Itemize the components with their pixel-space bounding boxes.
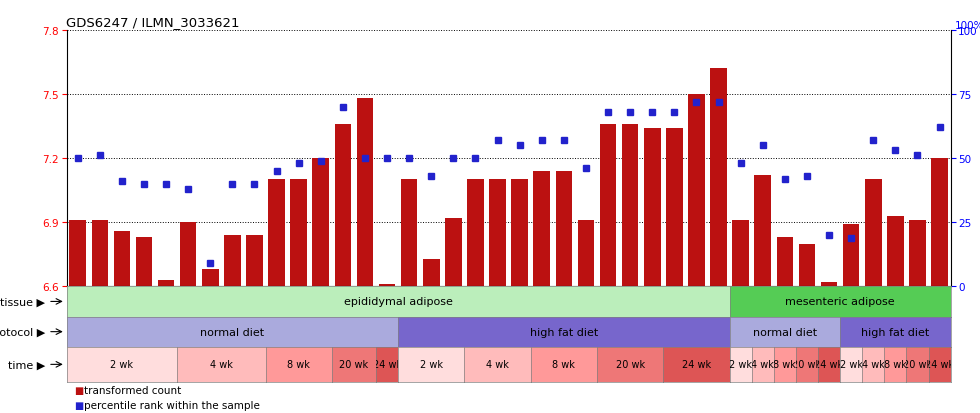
Bar (931, 159, 948, 287)
Bar (70, 221, 86, 287)
Text: 2 wk: 2 wk (111, 359, 133, 370)
Text: protocol ▶: protocol ▶ (0, 327, 45, 337)
Bar (909, 221, 926, 287)
Text: epididymal adipose: epididymal adipose (344, 297, 453, 307)
Bar (202, 270, 219, 287)
Bar (135, 237, 152, 287)
Bar (821, 282, 837, 287)
Text: 8 wk: 8 wk (553, 359, 575, 370)
Text: ■: ■ (74, 400, 83, 410)
Text: 2 wk: 2 wk (729, 359, 753, 370)
Text: transformed count: transformed count (84, 385, 181, 395)
Text: 24 wk: 24 wk (814, 359, 844, 370)
Text: tissue ▶: tissue ▶ (0, 297, 45, 307)
Text: high fat diet: high fat diet (530, 327, 598, 337)
Text: 4 wk: 4 wk (486, 359, 509, 370)
Text: GDS6247 / ILMN_3033621: GDS6247 / ILMN_3033621 (66, 17, 239, 29)
Bar (710, 69, 727, 287)
Bar (887, 216, 904, 287)
Bar (423, 259, 440, 287)
Bar (843, 225, 859, 287)
Text: time ▶: time ▶ (8, 359, 45, 370)
Bar (290, 180, 307, 287)
Bar (666, 129, 683, 287)
Text: 8 wk: 8 wk (884, 359, 906, 370)
Bar (269, 180, 285, 287)
Bar (313, 159, 329, 287)
Bar (114, 231, 130, 287)
Bar (688, 95, 705, 287)
Bar (600, 124, 616, 287)
Text: 4 wk: 4 wk (752, 359, 774, 370)
Text: 8 wk: 8 wk (773, 359, 797, 370)
Bar (180, 223, 196, 287)
Text: mesenteric adipose: mesenteric adipose (785, 297, 895, 307)
Bar (357, 99, 373, 287)
Bar (644, 129, 661, 287)
Bar (91, 221, 108, 287)
Text: 20 wk: 20 wk (793, 359, 821, 370)
Bar (533, 171, 550, 287)
Bar (379, 285, 395, 287)
Bar (556, 171, 572, 287)
Bar (489, 180, 506, 287)
Text: 20 wk: 20 wk (615, 359, 645, 370)
Bar (401, 180, 417, 287)
Text: 4 wk: 4 wk (210, 359, 233, 370)
Text: 2 wk: 2 wk (419, 359, 443, 370)
Text: ■: ■ (74, 385, 83, 395)
Text: 4 wk: 4 wk (861, 359, 885, 370)
Text: 8 wk: 8 wk (287, 359, 310, 370)
Text: normal diet: normal diet (200, 327, 265, 337)
Bar (865, 180, 882, 287)
Bar (467, 180, 484, 287)
Text: 20 wk: 20 wk (903, 359, 932, 370)
Text: 24 wk: 24 wk (372, 359, 402, 370)
Bar (577, 221, 594, 287)
Bar (334, 124, 351, 287)
Text: 20 wk: 20 wk (339, 359, 368, 370)
Text: normal diet: normal diet (753, 327, 817, 337)
Text: percentile rank within the sample: percentile rank within the sample (84, 400, 260, 410)
Text: 2 wk: 2 wk (840, 359, 862, 370)
Bar (158, 280, 174, 287)
Bar (512, 180, 528, 287)
Bar (755, 176, 771, 287)
Bar (246, 235, 263, 287)
Bar (776, 237, 793, 287)
Bar (622, 124, 638, 287)
Text: 24 wk: 24 wk (682, 359, 711, 370)
Text: 100%: 100% (956, 21, 980, 31)
Bar (799, 244, 815, 287)
Text: high fat diet: high fat diet (861, 327, 929, 337)
Text: 24 wk: 24 wk (925, 359, 955, 370)
Bar (732, 221, 749, 287)
Bar (445, 218, 462, 287)
Bar (224, 235, 241, 287)
